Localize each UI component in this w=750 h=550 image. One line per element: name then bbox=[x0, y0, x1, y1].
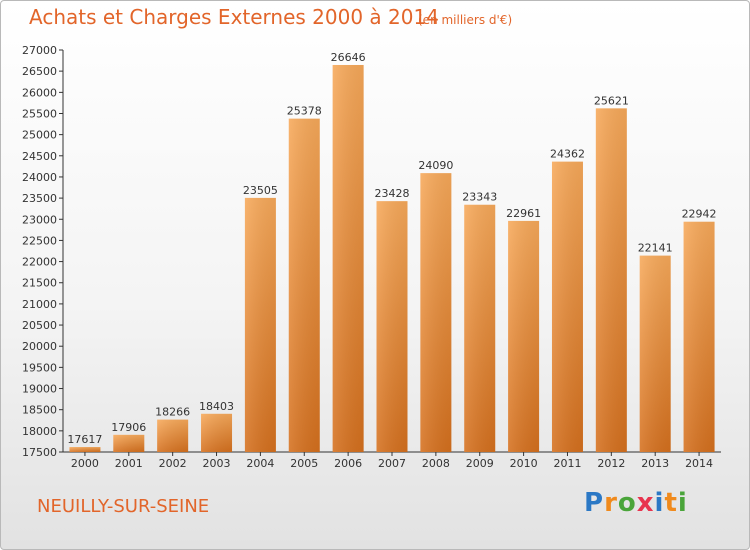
chart-title: Achats et Charges Externes 2000 à 2014 bbox=[29, 5, 439, 29]
logo-letter: x bbox=[636, 488, 655, 518]
x-tick-label: 2000 bbox=[71, 457, 99, 470]
y-tick-label: 24500 bbox=[22, 150, 57, 163]
y-tick-label: 20000 bbox=[22, 340, 57, 353]
y-tick-label: 21500 bbox=[22, 277, 57, 290]
y-tick-label: 25000 bbox=[22, 129, 57, 142]
bar-shade bbox=[420, 173, 452, 452]
logo-letter: t bbox=[664, 488, 678, 518]
bar-shade bbox=[508, 220, 540, 452]
bar-shade bbox=[683, 221, 715, 452]
bar-shade bbox=[595, 108, 627, 453]
y-tick-label: 18000 bbox=[22, 425, 57, 438]
logo-letter: P bbox=[584, 488, 605, 518]
bar-shade bbox=[464, 204, 496, 452]
bar-shade bbox=[332, 64, 364, 452]
x-axis: 2000 2001 2002 2003 2004 2005 2006 2007 2008 2009… bbox=[63, 451, 721, 470]
logo-letter: r bbox=[604, 488, 618, 518]
x-tick-label: 2011 bbox=[553, 457, 581, 470]
value-label: 22141 bbox=[638, 242, 673, 255]
y-tick-label: 17500 bbox=[22, 446, 57, 459]
y-tick-label: 24000 bbox=[22, 171, 57, 184]
value-label: 23505 bbox=[243, 184, 278, 197]
logo-letter: i bbox=[677, 488, 688, 518]
value-label: 18403 bbox=[199, 400, 234, 413]
x-tick-label: 2013 bbox=[641, 457, 669, 470]
x-tick-label: 2005 bbox=[290, 457, 318, 470]
y-tick-label: 20500 bbox=[22, 319, 57, 332]
value-label: 23343 bbox=[462, 191, 497, 204]
value-labels: 17617 17906 18266 18403 23505 25378 26646 23428… bbox=[67, 51, 716, 446]
x-tick-label: 2004 bbox=[246, 457, 274, 470]
bar-shade bbox=[201, 413, 233, 452]
y-axis: 17500 18000 18500 19000 19500 20000 20500 21000… bbox=[22, 44, 64, 459]
value-label: 23428 bbox=[375, 187, 410, 200]
bars bbox=[69, 64, 715, 453]
logo-letter: i bbox=[654, 488, 665, 518]
x-tick-label: 2010 bbox=[510, 457, 538, 470]
logo-letter: o bbox=[617, 488, 637, 518]
y-tick-label: 22500 bbox=[22, 234, 57, 247]
value-label: 24090 bbox=[418, 159, 453, 172]
x-tick-label: 2002 bbox=[159, 457, 187, 470]
y-tick-label: 23000 bbox=[22, 213, 57, 226]
x-tick-label: 2003 bbox=[203, 457, 231, 470]
y-tick-label: 19000 bbox=[22, 383, 57, 396]
value-label: 22942 bbox=[682, 208, 717, 221]
bar-shade bbox=[113, 434, 145, 452]
value-label: 25378 bbox=[287, 105, 322, 118]
y-tick-label: 21000 bbox=[22, 298, 57, 311]
x-tick-label: 2009 bbox=[466, 457, 494, 470]
x-tick-label: 2014 bbox=[685, 457, 713, 470]
bar-shade bbox=[69, 447, 101, 452]
y-tick-label: 22000 bbox=[22, 256, 57, 269]
x-tick-label: 2008 bbox=[422, 457, 450, 470]
x-tick-label: 2007 bbox=[378, 457, 406, 470]
x-tick-label: 2001 bbox=[115, 457, 143, 470]
bar-shade bbox=[288, 118, 320, 453]
value-label: 24362 bbox=[550, 148, 585, 161]
value-label: 18266 bbox=[155, 406, 190, 419]
y-tick-label: 26000 bbox=[22, 86, 57, 99]
value-label: 22961 bbox=[506, 207, 541, 220]
bar-shade bbox=[376, 201, 408, 452]
city-name: NEUILLY-SUR-SEINE bbox=[37, 496, 210, 517]
value-label: 17617 bbox=[67, 433, 102, 446]
bar-shade bbox=[244, 197, 276, 452]
bar-shade bbox=[639, 255, 671, 452]
y-tick-label: 23500 bbox=[22, 192, 57, 205]
chart-subtitle: (en milliers d'€) bbox=[418, 13, 513, 27]
bar-shade bbox=[551, 161, 583, 452]
bar-shade bbox=[157, 419, 189, 452]
value-label: 26646 bbox=[331, 51, 366, 64]
y-tick-label: 19500 bbox=[22, 361, 57, 374]
y-tick-label: 25500 bbox=[22, 107, 57, 120]
proxiti-logo: Proxiti bbox=[584, 488, 688, 518]
value-label: 25621 bbox=[594, 94, 629, 107]
y-tick-label: 18500 bbox=[22, 404, 57, 417]
x-tick-label: 2012 bbox=[597, 457, 625, 470]
x-tick-label: 2006 bbox=[334, 457, 362, 470]
y-tick-label: 27000 bbox=[22, 44, 57, 57]
y-tick-label: 26500 bbox=[22, 65, 57, 78]
value-label: 17906 bbox=[111, 421, 146, 434]
